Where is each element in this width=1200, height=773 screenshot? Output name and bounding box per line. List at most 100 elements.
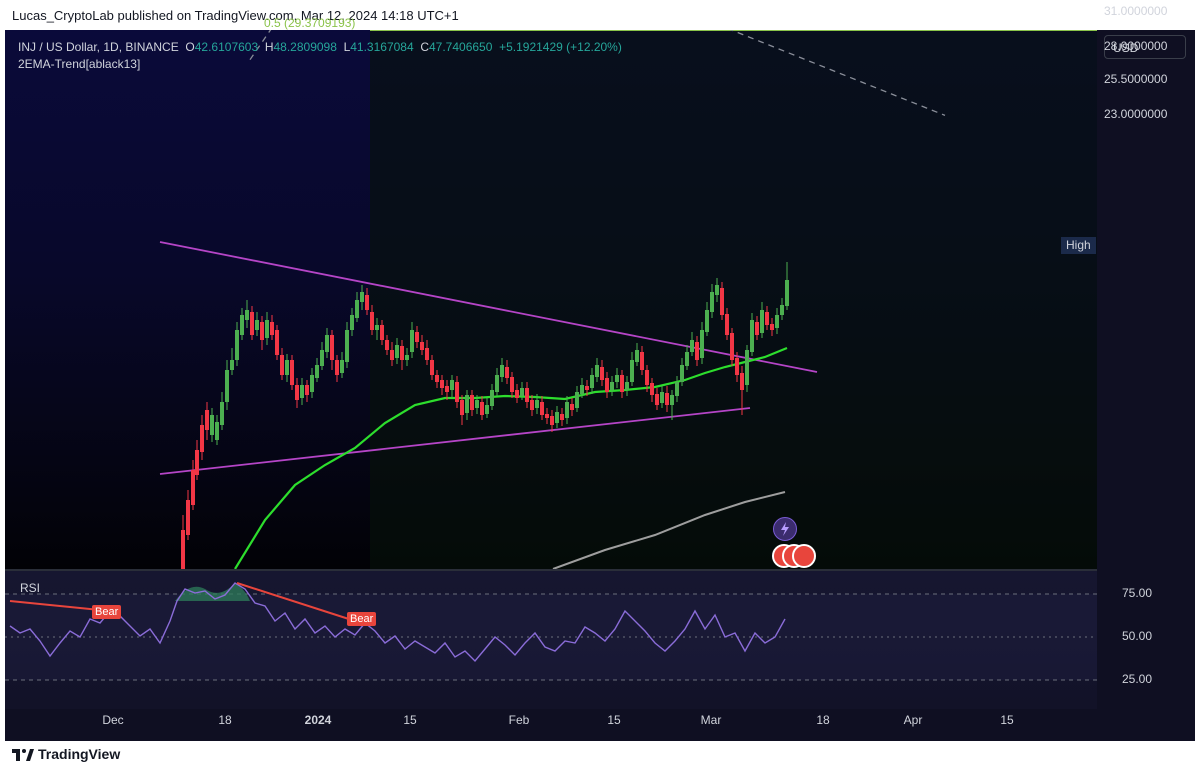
candle-body: [220, 402, 224, 425]
candle-body: [665, 393, 669, 405]
candle-body: [265, 320, 269, 338]
candle-body: [470, 395, 474, 410]
candle-body: [191, 470, 195, 505]
candle-body: [540, 402, 544, 415]
bear-divergence-line-2: [236, 582, 356, 622]
candle-body: [785, 280, 789, 306]
time-tick-label: 15: [403, 713, 417, 727]
high-value: 48.2809098: [273, 40, 337, 54]
candle-body: [380, 325, 384, 340]
candle-body: [445, 386, 449, 392]
lightning-icon[interactable]: [773, 517, 797, 541]
candle-body: [250, 312, 254, 335]
candle-body: [460, 400, 464, 415]
indicator-legend[interactable]: 2EMA-Trend[ablack13]: [18, 57, 141, 71]
candle-body: [520, 388, 524, 396]
candle-body: [435, 375, 439, 382]
bear-divergence-label-1: Bear: [92, 605, 122, 619]
candle-body: [730, 333, 734, 360]
price-tick-label: 28.0000000: [1104, 39, 1168, 54]
candle-body: [635, 350, 639, 362]
candle-body: [745, 350, 749, 385]
candle-body: [315, 365, 319, 378]
candle-body: [405, 355, 409, 360]
time-axis[interactable]: [5, 709, 1097, 741]
candle-body: [485, 405, 489, 414]
open-label: O: [185, 40, 195, 54]
dashed-impulse-line: [249, 30, 272, 61]
candle-body: [630, 360, 634, 382]
candle-body: [755, 322, 759, 335]
candle-body: [515, 390, 519, 398]
candle-body: [280, 355, 284, 375]
candle-body: [295, 385, 299, 400]
candle-body: [360, 292, 364, 302]
fib-zone-lower: [370, 30, 1097, 569]
candle-body: [181, 530, 185, 569]
candle-body: [775, 315, 779, 328]
pane-separator[interactable]: [5, 569, 1195, 571]
time-tick-label: 15: [1000, 713, 1014, 727]
candle-body: [760, 310, 764, 333]
candle-body: [290, 360, 294, 385]
rsi-tick-label: 50.00: [1122, 629, 1153, 643]
high-label: H: [264, 40, 274, 54]
candle-body: [765, 312, 769, 325]
price-axis[interactable]: [1097, 30, 1195, 741]
candle-body: [325, 335, 329, 352]
candle-body: [410, 330, 414, 352]
candle-body: [480, 402, 484, 415]
candle-body: [425, 348, 429, 360]
candle-body: [525, 388, 529, 402]
candle-body: [225, 370, 229, 402]
tradingview-logo-icon: [12, 749, 34, 761]
rsi-label[interactable]: RSI: [20, 581, 41, 595]
candle-body: [645, 370, 649, 385]
tradingview-brand: TradingView: [38, 746, 121, 762]
candle-body: [720, 288, 724, 315]
candle-body: [310, 375, 314, 392]
fib-level-label: 0.5 (29.3709193): [264, 16, 356, 31]
candle-body: [565, 402, 569, 418]
candle-body: [355, 300, 359, 318]
rsi-pane[interactable]: [5, 571, 1097, 709]
rsi-chart-svg[interactable]: [5, 571, 1097, 709]
time-tick-label: 2024: [304, 713, 332, 727]
price-tick-label: 31.0000000: [1104, 3, 1168, 18]
candle-body: [750, 320, 754, 352]
candle-body: [505, 367, 509, 378]
candle-body: [510, 377, 514, 392]
low-label: L: [343, 40, 351, 54]
candle-body: [475, 400, 479, 408]
candle-body: [255, 320, 259, 330]
rsi-line: [9, 582, 786, 663]
high-tag: High: [1061, 237, 1096, 254]
ema-long-line: [552, 491, 786, 569]
candle-body: [670, 395, 674, 405]
time-tick-label: Feb: [508, 713, 530, 727]
candle-body: [275, 330, 279, 355]
candle-body: [735, 358, 739, 375]
candle-body: [390, 350, 394, 360]
candle-body: [270, 322, 274, 335]
us-flag-icon-3[interactable]: [792, 544, 816, 568]
candle-body: [535, 400, 539, 408]
publish-header: Lucas_CryptoLab published on TradingView…: [0, 0, 1200, 30]
price-chart-svg[interactable]: [5, 30, 1097, 569]
footer-bar: [0, 741, 1200, 773]
candle-body: [300, 385, 304, 398]
currency-button[interactable]: USD: [1104, 35, 1186, 59]
candle-body: [500, 365, 504, 377]
close-value: 47.7406650: [429, 40, 493, 54]
candle-body: [210, 415, 214, 435]
candle-body: [340, 360, 344, 373]
candle-body: [740, 373, 744, 390]
candle-body: [335, 360, 339, 375]
bear-divergence-label-2: Bear: [347, 612, 377, 626]
price-pane[interactable]: [5, 30, 1097, 569]
candle-body: [575, 392, 579, 408]
candle-body: [555, 412, 559, 423]
price-tick-label: 23.0000000: [1104, 107, 1168, 122]
candle-body: [580, 385, 584, 394]
candle-body: [350, 315, 354, 330]
